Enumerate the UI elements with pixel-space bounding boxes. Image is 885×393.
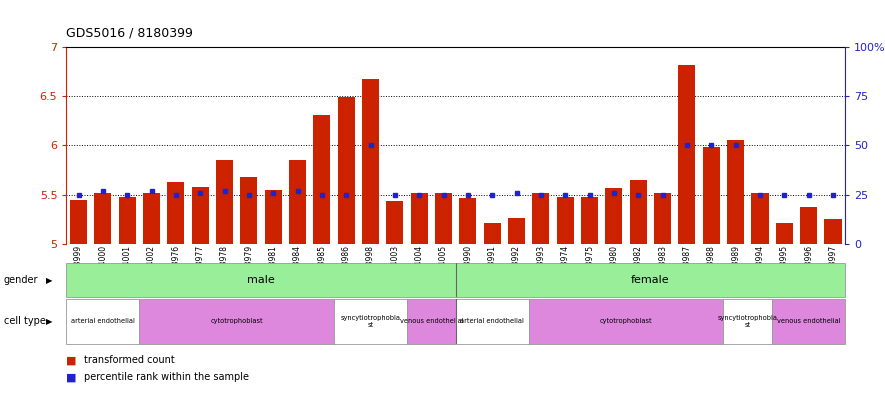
Text: ▶: ▶ — [46, 317, 52, 326]
Bar — [605, 187, 622, 244]
Bar — [407, 299, 456, 344]
Text: syncytiotrophobla
st: syncytiotrophobla st — [341, 315, 401, 328]
Text: gender: gender — [4, 275, 38, 285]
Bar — [456, 263, 845, 297]
Bar — [557, 197, 573, 244]
Bar — [459, 198, 476, 244]
Bar — [630, 180, 647, 244]
Text: venous endothelial: venous endothelial — [400, 318, 463, 324]
Text: ■: ■ — [66, 355, 77, 365]
Bar — [727, 140, 744, 244]
Bar — [679, 65, 696, 244]
Bar — [456, 299, 528, 344]
Bar — [313, 115, 330, 244]
Text: ■: ■ — [66, 372, 77, 382]
Text: female: female — [631, 275, 670, 285]
Text: venous endothelial: venous endothelial — [777, 318, 841, 324]
Text: cell type: cell type — [4, 316, 45, 327]
Bar — [387, 201, 404, 244]
Bar — [338, 97, 355, 244]
Text: arterial endothelial: arterial endothelial — [460, 318, 524, 324]
Bar — [140, 299, 335, 344]
Bar — [411, 193, 427, 244]
Text: ▶: ▶ — [46, 276, 52, 285]
Bar — [825, 219, 842, 244]
Bar — [289, 160, 306, 244]
Bar — [335, 299, 407, 344]
Bar — [724, 299, 772, 344]
Bar — [776, 223, 793, 244]
Text: transformed count: transformed count — [84, 355, 175, 365]
Bar — [95, 193, 112, 244]
Bar — [772, 299, 845, 344]
Bar — [167, 182, 184, 244]
Bar — [581, 197, 598, 244]
Bar — [435, 193, 452, 244]
Bar — [70, 200, 87, 244]
Text: arterial endothelial: arterial endothelial — [71, 318, 135, 324]
Text: cytotrophoblast: cytotrophoblast — [600, 318, 652, 324]
Bar — [143, 193, 160, 244]
Bar — [216, 160, 233, 244]
Bar — [654, 193, 671, 244]
Bar — [66, 299, 140, 344]
Bar — [508, 218, 525, 244]
Bar — [241, 177, 258, 244]
Text: male: male — [247, 275, 275, 285]
Bar — [703, 147, 720, 244]
Bar — [66, 263, 456, 297]
Text: percentile rank within the sample: percentile rank within the sample — [84, 372, 249, 382]
Text: cytotrophoblast: cytotrophoblast — [211, 318, 263, 324]
Text: GDS5016 / 8180399: GDS5016 / 8180399 — [66, 26, 193, 39]
Bar — [751, 193, 768, 244]
Bar — [484, 223, 501, 244]
Text: syncytiotrophobla
st: syncytiotrophobla st — [718, 315, 778, 328]
Bar — [529, 299, 724, 344]
Bar — [800, 207, 817, 244]
Bar — [192, 187, 209, 244]
Bar — [119, 197, 135, 244]
Bar — [533, 193, 550, 244]
Bar — [362, 79, 379, 244]
Bar — [265, 189, 281, 244]
